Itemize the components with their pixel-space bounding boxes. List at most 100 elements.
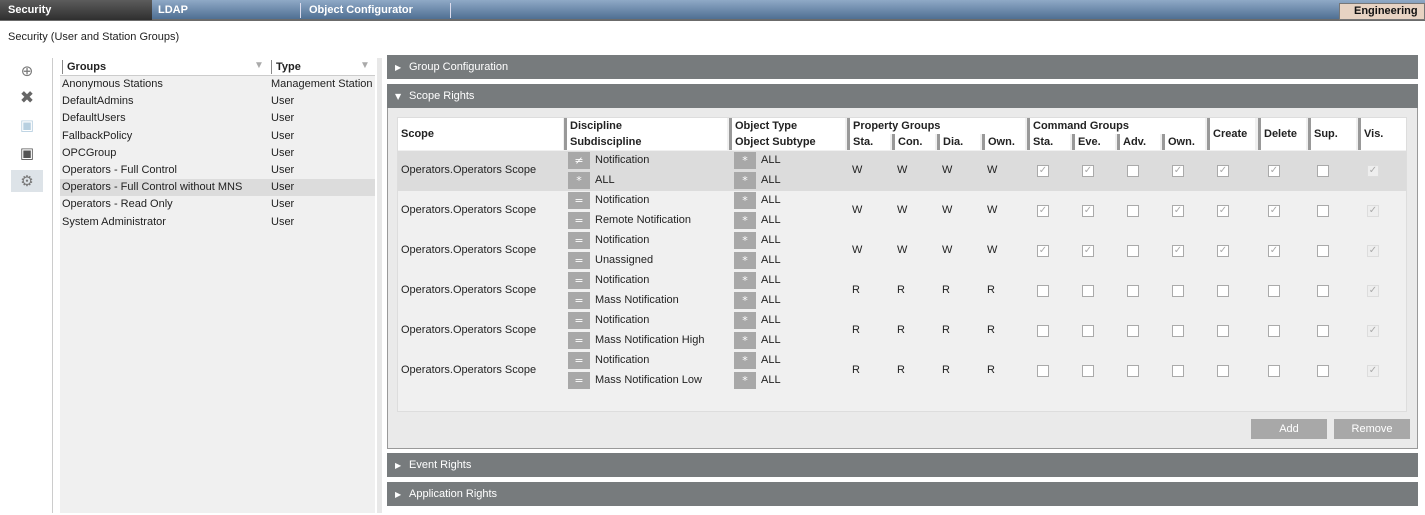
sup-checkbox[interactable] [1317,365,1329,377]
vis-checkbox[interactable]: ✓ [1367,285,1379,297]
command-checkbox[interactable]: ✓ [1037,205,1049,217]
add-button[interactable]: Add [1251,419,1327,439]
property-right[interactable]: W [897,204,908,216]
subdiscipline-operator[interactable]: = [568,292,590,309]
group-row[interactable]: Operators - Read Only User [60,196,375,213]
command-checkbox[interactable]: ✓ [1172,165,1184,177]
vis-checkbox[interactable]: ✓ [1367,365,1379,377]
property-right[interactable]: W [942,244,953,256]
section-event-rights[interactable]: ▶ Event Rights [387,453,1418,477]
sup-checkbox[interactable] [1317,245,1329,257]
property-right[interactable]: R [942,284,950,296]
column-header-object-subtype[interactable]: Object Subtype [729,134,845,150]
command-checkbox[interactable]: ✓ [1172,245,1184,257]
object-type-operator[interactable]: * [734,152,756,169]
sup-checkbox[interactable] [1317,285,1329,297]
column-header-command-groups[interactable]: Command Groups [1027,118,1205,134]
scope-row[interactable]: Operators.Operators Scope = Notification = M… [398,271,1406,311]
object-subtype-operator[interactable]: * [734,372,756,389]
command-checkbox[interactable] [1172,285,1184,297]
create-checkbox[interactable] [1217,285,1229,297]
save-icon[interactable]: ▣ [19,116,35,134]
command-checkbox[interactable] [1127,165,1139,177]
command-checkbox[interactable] [1172,325,1184,337]
property-right[interactable]: R [852,324,860,336]
command-checkbox[interactable] [1127,205,1139,217]
column-header-discipline[interactable]: Discipline [564,118,727,134]
subdiscipline-operator[interactable]: * [568,172,590,189]
group-row[interactable]: DefaultUsers User [60,110,375,127]
object-type-operator[interactable]: * [734,272,756,289]
column-header-command-1[interactable]: Eve. [1072,134,1115,150]
column-header-scope[interactable]: Scope [398,118,563,150]
object-type-operator[interactable]: * [734,192,756,209]
configure-icon[interactable]: ⚙ [11,170,43,192]
tab-ldap[interactable]: LDAP [158,4,188,16]
object-subtype-operator[interactable]: * [734,212,756,229]
vis-checkbox[interactable]: ✓ [1367,245,1379,257]
command-checkbox[interactable]: ✓ [1172,205,1184,217]
delete-checkbox[interactable] [1268,325,1280,337]
splitter[interactable] [377,58,382,513]
property-right[interactable]: W [852,204,863,216]
section-group-configuration[interactable]: ▶ Group Configuration [387,55,1418,79]
property-right[interactable]: R [942,364,950,376]
discipline-operator[interactable]: = [568,272,590,289]
command-checkbox[interactable] [1127,365,1139,377]
scope-row[interactable]: Operators.Operators Scope = Notification = U… [398,231,1406,271]
column-header-property-3[interactable]: Own. [982,134,1025,150]
discipline-operator[interactable]: = [568,352,590,369]
column-header-type[interactable]: Type [271,60,301,74]
property-right[interactable]: W [897,244,908,256]
command-checkbox[interactable]: ✓ [1037,165,1049,177]
column-header-command-3[interactable]: Own. [1162,134,1205,150]
property-right[interactable]: W [852,164,863,176]
discipline-operator[interactable]: ≠ [568,152,590,169]
filter-icon[interactable]: ▼ [254,60,264,71]
column-header-groups[interactable]: Groups [62,60,106,74]
property-right[interactable]: W [942,204,953,216]
column-header-property-1[interactable]: Con. [892,134,935,150]
command-checkbox[interactable] [1037,365,1049,377]
group-row[interactable]: Operators - Full Control without MNS User [60,179,375,197]
group-row[interactable]: Anonymous Stations Management Station [60,76,375,93]
create-checkbox[interactable] [1217,325,1229,337]
group-row[interactable]: Operators - Full Control User [60,162,375,179]
column-header-command-2[interactable]: Adv. [1117,134,1160,150]
create-checkbox[interactable] [1217,365,1229,377]
delete-icon[interactable]: ✖ [19,88,35,108]
delete-checkbox[interactable] [1268,285,1280,297]
property-right[interactable]: W [852,244,863,256]
discipline-operator[interactable]: = [568,312,590,329]
new-icon[interactable]: ⊕ [20,62,34,80]
delete-checkbox[interactable]: ✓ [1268,245,1280,257]
command-checkbox[interactable] [1082,365,1094,377]
property-right[interactable]: W [987,204,998,216]
column-header-object-type[interactable]: Object Type [729,118,845,134]
scope-row[interactable]: Operators.Operators Scope = Notification = M… [398,351,1406,391]
command-checkbox[interactable] [1127,285,1139,297]
delete-checkbox[interactable] [1268,365,1280,377]
property-right[interactable]: W [987,244,998,256]
object-subtype-operator[interactable]: * [734,332,756,349]
column-header-property-groups[interactable]: Property Groups [847,118,1025,134]
property-right[interactable]: W [897,164,908,176]
delete-checkbox[interactable]: ✓ [1268,165,1280,177]
sup-checkbox[interactable] [1317,165,1329,177]
group-row[interactable]: FallbackPolicy User [60,128,375,145]
property-right[interactable]: W [942,164,953,176]
column-header-property-2[interactable]: Dia. [937,134,980,150]
property-right[interactable]: R [897,284,905,296]
subdiscipline-operator[interactable]: = [568,332,590,349]
property-right[interactable]: R [987,324,995,336]
property-right[interactable]: R [852,284,860,296]
vis-checkbox[interactable]: ✓ [1367,205,1379,217]
filter-icon[interactable]: ▼ [360,60,370,71]
scope-row[interactable]: Operators.Operators Scope = Notification = R… [398,191,1406,231]
property-right[interactable]: W [987,164,998,176]
group-row[interactable]: System Administrator User [60,214,375,231]
vis-checkbox[interactable]: ✓ [1367,325,1379,337]
object-type-operator[interactable]: * [734,312,756,329]
column-header-property-0[interactable]: Sta. [847,134,890,150]
command-checkbox[interactable] [1127,245,1139,257]
